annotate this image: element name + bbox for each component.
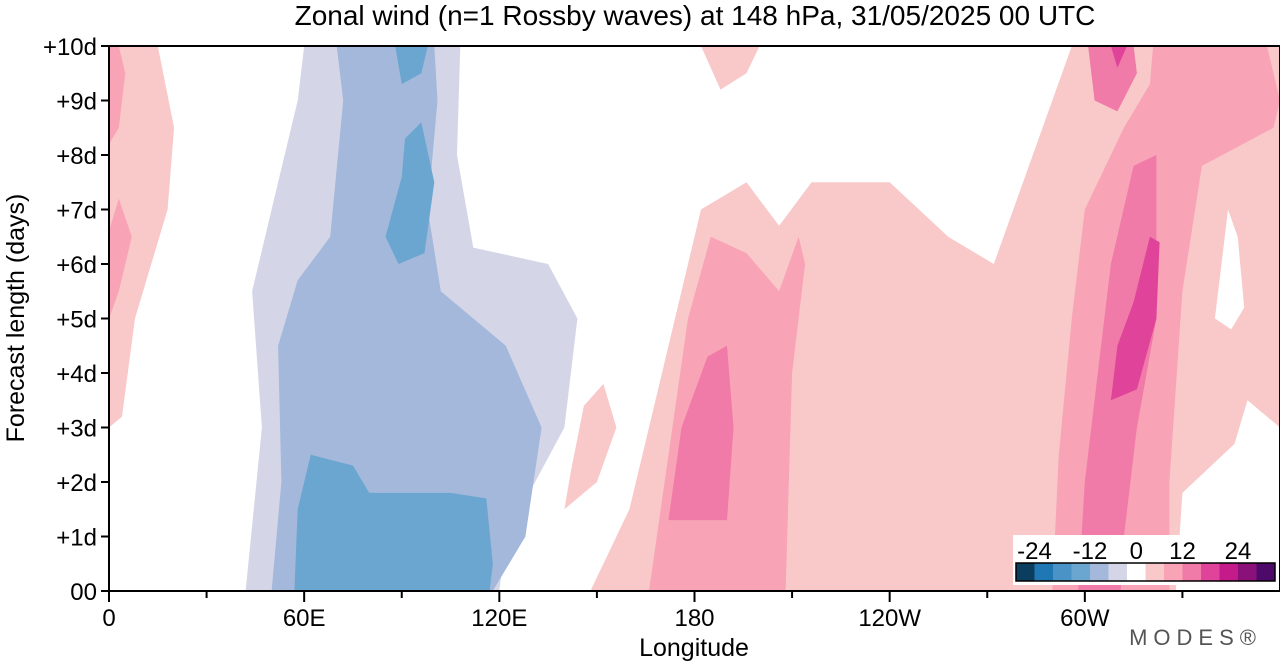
colorbar-cell-0 [1016, 563, 1035, 581]
y-tick-label-6: +6d [56, 252, 97, 279]
contour-region-pos-1 [109, 46, 175, 428]
x-tick-label-0: 0 [102, 605, 115, 632]
contour-region-neg-8 [385, 122, 435, 264]
y-tick-label-5: +5d [56, 307, 97, 334]
y-tick-label-9: +9d [56, 89, 97, 116]
y-tick-label-4: +4d [56, 361, 97, 388]
brand-logo: MODES® [1129, 625, 1262, 650]
colorbar-cell-7 [1145, 563, 1165, 581]
y-tick-label-10: +10d [43, 34, 97, 61]
colorbar-cells [1015, 562, 1276, 582]
contour-region-neg-1 [109, 571, 129, 591]
contour-region-neg-5 [271, 46, 542, 591]
contour-region-pos-3 [701, 46, 760, 90]
colorbar-cell-1 [1034, 563, 1054, 581]
zero-contours [1214, 209, 1245, 330]
negative-contours [109, 46, 968, 591]
x-axis-label: Longitude [639, 634, 749, 662]
y-tick-label-2: +2d [56, 470, 97, 497]
chart-title: Zonal wind (n=1 Rossby waves) at 148 hPa… [295, 0, 1096, 31]
x-axis: 0 60E 120E 180 120W 60W [102, 591, 1184, 632]
contour-region-zero-0 [1214, 209, 1245, 330]
contour-region-pos-12 [1110, 46, 1128, 68]
colorbar-cell-4 [1090, 563, 1109, 581]
y-axis: 00 +1d +2d +3d +4d +5d +6d +7d +8d +9d +10d [43, 34, 109, 606]
y-tick-label-7: +7d [56, 198, 97, 225]
y-tick-label-1: +1d [56, 525, 97, 552]
colorbar-tick-label-3: 12 [1169, 538, 1196, 565]
colorbar-cell-13 [1256, 563, 1276, 581]
x-tick-label-2: 120E [471, 605, 527, 632]
contour-region-pos-7 [109, 198, 132, 319]
contour-region-neg-7 [395, 46, 428, 85]
colorbar-cell-6 [1127, 563, 1146, 581]
colorbar-tick-label-2: 0 [1130, 538, 1143, 565]
colorbar: -24 -12 0 12 24 [1013, 535, 1278, 585]
colorbar-cell-10 [1201, 563, 1220, 581]
y-tick-label-3: +3d [56, 416, 97, 443]
colorbar-frame [1015, 562, 1276, 582]
colorbar-cell-11 [1219, 563, 1239, 581]
colorbar-cell-3 [1071, 563, 1091, 581]
plot-area [109, 46, 1280, 591]
colorbar-cell-2 [1053, 563, 1072, 581]
colorbar-cell-9 [1182, 563, 1202, 581]
x-tick-label-5: 60W [1060, 605, 1110, 632]
x-tick-label-3: 180 [674, 605, 714, 632]
contour-region-pos-11 [1110, 236, 1160, 401]
contour-region-pos-10 [1088, 46, 1137, 112]
colorbar-cell-5 [1108, 563, 1128, 581]
colorbar-tick-label-1: -12 [1073, 538, 1108, 565]
contour-region-pos-8 [668, 345, 734, 521]
contour-region-pos-2 [564, 383, 617, 510]
x-tick-label-4: 120W [858, 605, 921, 632]
colorbar-cell-8 [1164, 563, 1183, 581]
colorbar-cell-12 [1238, 563, 1257, 581]
positive-contours [109, 46, 1280, 591]
y-axis-label: Forecast length (days) [2, 194, 30, 443]
contour-region-pos-6 [109, 46, 126, 145]
contour-region-neg-6 [294, 454, 493, 591]
colorbar-ticks: -24 -12 0 12 24 [1017, 538, 1251, 565]
y-tick-label-0: 00 [70, 579, 97, 606]
y-tick-label-8: +8d [56, 143, 97, 170]
contour-region-neg-3 [915, 46, 968, 63]
colorbar-tick-label-4: 24 [1225, 538, 1252, 565]
x-tick-label-1: 60E [283, 605, 326, 632]
colorbar-tick-label-0: -24 [1017, 538, 1052, 565]
